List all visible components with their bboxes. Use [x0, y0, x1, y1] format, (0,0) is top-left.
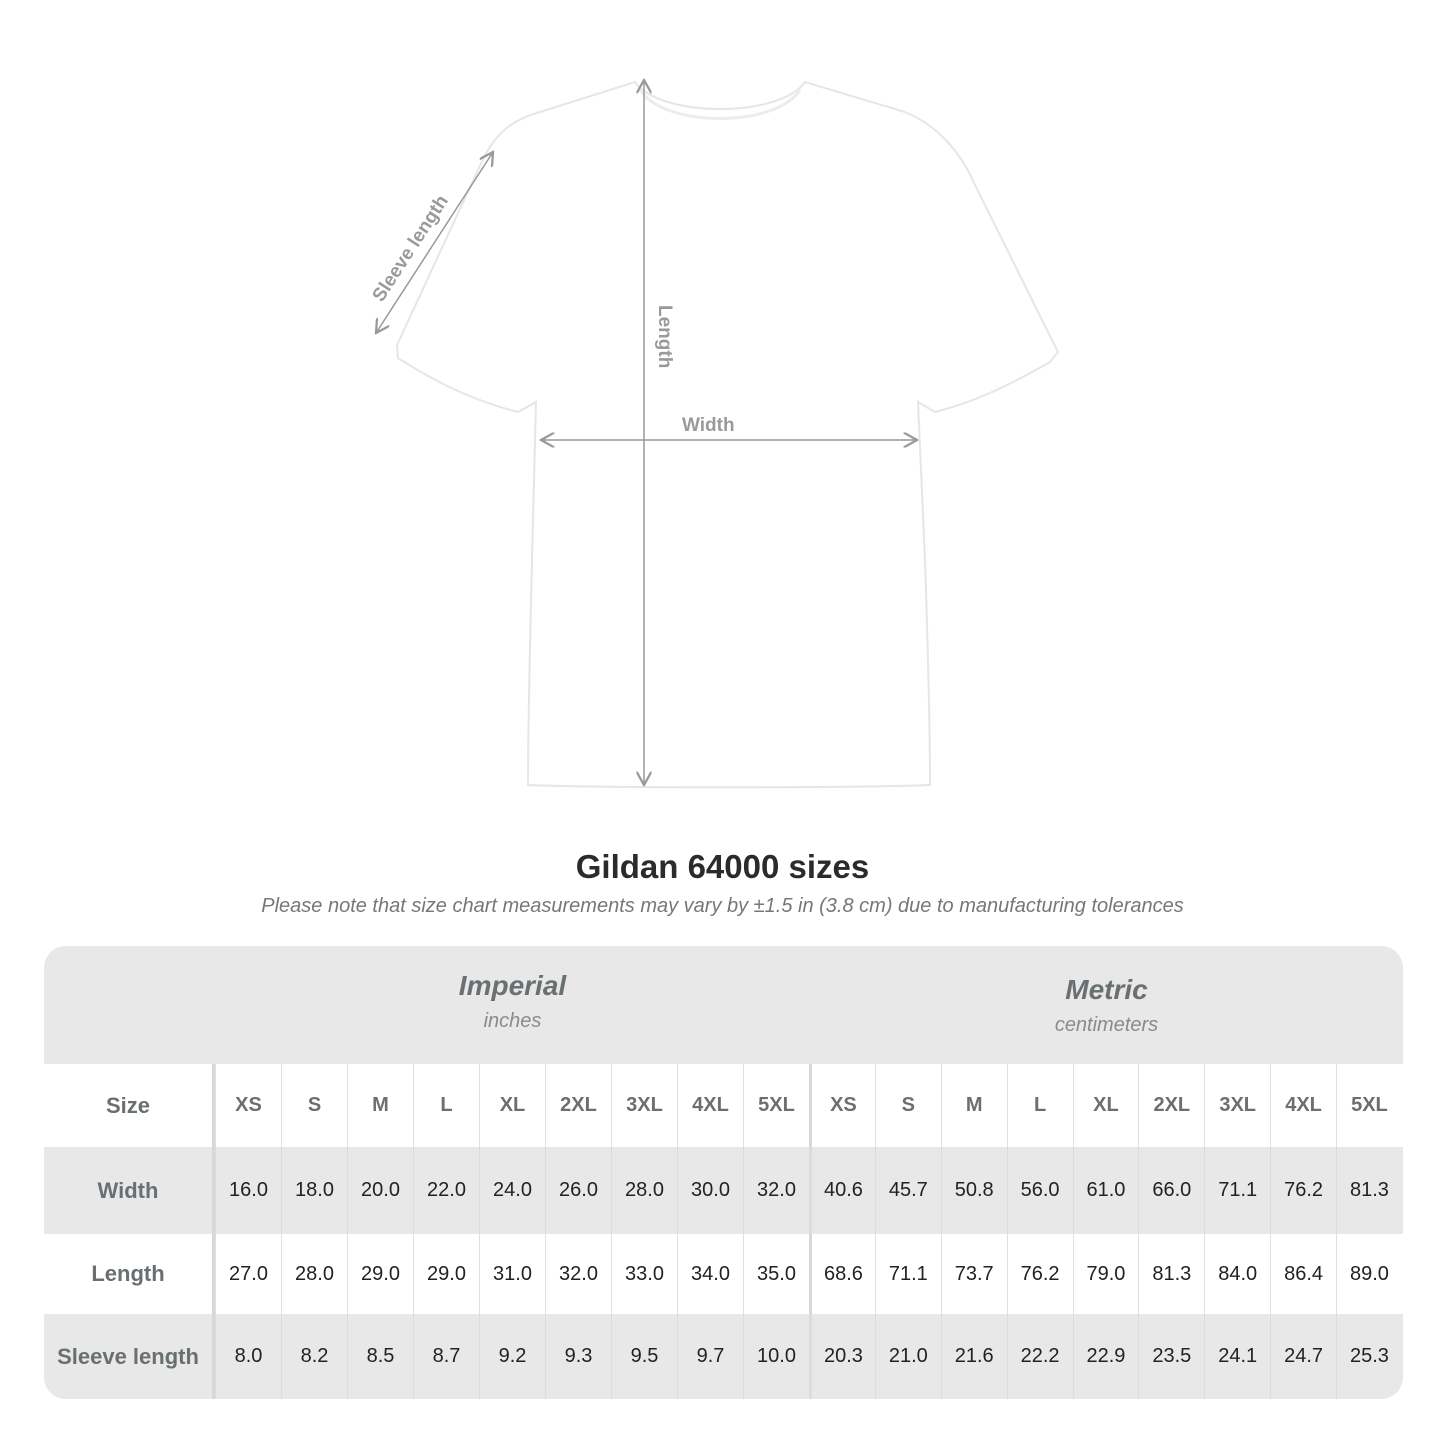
value-cell: 84.0 [1204, 1234, 1270, 1314]
size-header-cell: L [1006, 1064, 1073, 1147]
row-label: Width [44, 1147, 215, 1234]
value-cell: 68.6 [809, 1234, 875, 1314]
value-cell: 76.2 [1006, 1234, 1073, 1314]
value-cell: 8.2 [281, 1314, 347, 1399]
tolerance-note: Please note that size chart measurements… [261, 895, 1184, 917]
value-cell: 34.0 [677, 1234, 743, 1314]
size-header-cell: 3XL [1204, 1064, 1270, 1147]
table-row: Width 16.0 18.0 20.0 22.0 24.0 26.0 28.0 30.0 32.… [44, 1147, 1403, 1234]
width-label: Width [682, 415, 735, 436]
value-cell: 9.3 [545, 1314, 611, 1399]
value-cell: 22.0 [413, 1147, 479, 1234]
value-cell: 21.0 [874, 1314, 941, 1399]
value-cell: 9.7 [677, 1314, 743, 1399]
value-cell: 22.2 [1006, 1314, 1073, 1399]
value-cell: 50.8 [940, 1147, 1007, 1234]
value-cell: 23.5 [1138, 1314, 1204, 1399]
value-cell: 20.0 [347, 1147, 413, 1234]
size-header-cell: XL [479, 1064, 545, 1147]
size-header-cell: M [940, 1064, 1007, 1147]
size-header-cell: 2XL [545, 1064, 611, 1147]
value-cell: 30.0 [677, 1147, 743, 1234]
value-cell: 22.9 [1072, 1314, 1139, 1399]
value-cell: 71.1 [1204, 1147, 1270, 1234]
size-header-cell: S [874, 1064, 941, 1147]
value-cell: 24.1 [1204, 1314, 1270, 1399]
value-cell: 35.0 [743, 1234, 809, 1314]
value-cell: 28.0 [611, 1147, 677, 1234]
value-cell: 24.0 [479, 1147, 545, 1234]
page-title: Gildan 64000 sizes [575, 848, 870, 885]
value-cell: 32.0 [743, 1147, 809, 1234]
row-label: Sleeve length [44, 1314, 215, 1399]
value-cell: 71.1 [874, 1234, 941, 1314]
value-cell: 73.7 [940, 1234, 1007, 1314]
value-cell: 86.4 [1270, 1234, 1336, 1314]
metric-header: Metric centimeters [810, 950, 1403, 1068]
value-cell: 66.0 [1138, 1147, 1204, 1234]
imperial-header: Imperial inches [215, 946, 810, 1064]
value-cell: 8.0 [215, 1314, 281, 1399]
value-cell: 16.0 [215, 1147, 281, 1234]
value-cell: 40.6 [809, 1147, 875, 1234]
value-cell: 81.3 [1138, 1234, 1204, 1314]
table-row: Length 27.0 28.0 29.0 29.0 31.0 32.0 33.0 34.0 35… [44, 1234, 1403, 1314]
value-cell: 29.0 [347, 1234, 413, 1314]
value-cell: 29.0 [413, 1234, 479, 1314]
value-cell: 24.7 [1270, 1314, 1336, 1399]
size-header-row: Size XS S M L XL 2XL 3XL 4XL 5XL XS S M L XL 2XL 3XL 4XL 5… [44, 1064, 1403, 1147]
table-row: Sleeve length 8.0 8.2 8.5 8.7 9.2 9.3 9.5 9.7 10.… [44, 1314, 1403, 1399]
size-label: Size [44, 1064, 215, 1147]
size-header-cell: 5XL [743, 1064, 809, 1147]
value-cell: 56.0 [1006, 1147, 1073, 1234]
imperial-unit: inches [483, 1010, 542, 1032]
metric-title: Metric [1065, 974, 1148, 1005]
value-cell: 9.5 [611, 1314, 677, 1399]
imperial-title: Imperial [458, 970, 567, 1001]
value-cell: 27.0 [215, 1234, 281, 1314]
value-cell: 89.0 [1336, 1234, 1402, 1314]
size-header-cell: XL [1072, 1064, 1139, 1147]
size-header-cell: L [413, 1064, 479, 1147]
value-cell: 79.0 [1072, 1234, 1139, 1314]
value-cell: 61.0 [1072, 1147, 1139, 1234]
size-header-cell: 2XL [1138, 1064, 1204, 1147]
value-cell: 81.3 [1336, 1147, 1402, 1234]
metric-unit: centimeters [1054, 1014, 1159, 1036]
value-cell: 21.6 [940, 1314, 1007, 1399]
size-header-cell: 4XL [677, 1064, 743, 1147]
value-cell: 33.0 [611, 1234, 677, 1314]
value-cell: 8.7 [413, 1314, 479, 1399]
value-cell: 9.2 [479, 1314, 545, 1399]
value-cell: 76.2 [1270, 1147, 1336, 1234]
value-cell: 20.3 [809, 1314, 875, 1399]
size-header-cell: M [347, 1064, 413, 1147]
size-header-cell: 4XL [1270, 1064, 1336, 1147]
size-header-cell: 5XL [1336, 1064, 1402, 1147]
tshirt-diagram: Sleeve length Length Width [369, 0, 1060, 789]
value-cell: 25.3 [1336, 1314, 1402, 1399]
length-label: Length [654, 305, 675, 368]
value-cell: 28.0 [281, 1234, 347, 1314]
value-cell: 26.0 [545, 1147, 611, 1234]
value-cell: 8.5 [347, 1314, 413, 1399]
size-table: Imperial inches Metric centimeters Size X… [44, 946, 1403, 1399]
value-cell: 10.0 [743, 1314, 809, 1399]
value-cell: 45.7 [874, 1147, 941, 1234]
size-header-cell: XS [215, 1064, 281, 1147]
value-cell: 32.0 [545, 1234, 611, 1314]
sleeve-length-arrow [376, 152, 493, 333]
value-cell: 31.0 [479, 1234, 545, 1314]
value-cell: 18.0 [281, 1147, 347, 1234]
size-header-cell: XS [809, 1064, 875, 1147]
row-label: Length [44, 1234, 215, 1314]
size-header-cell: 3XL [611, 1064, 677, 1147]
size-header-cell: S [281, 1064, 347, 1147]
